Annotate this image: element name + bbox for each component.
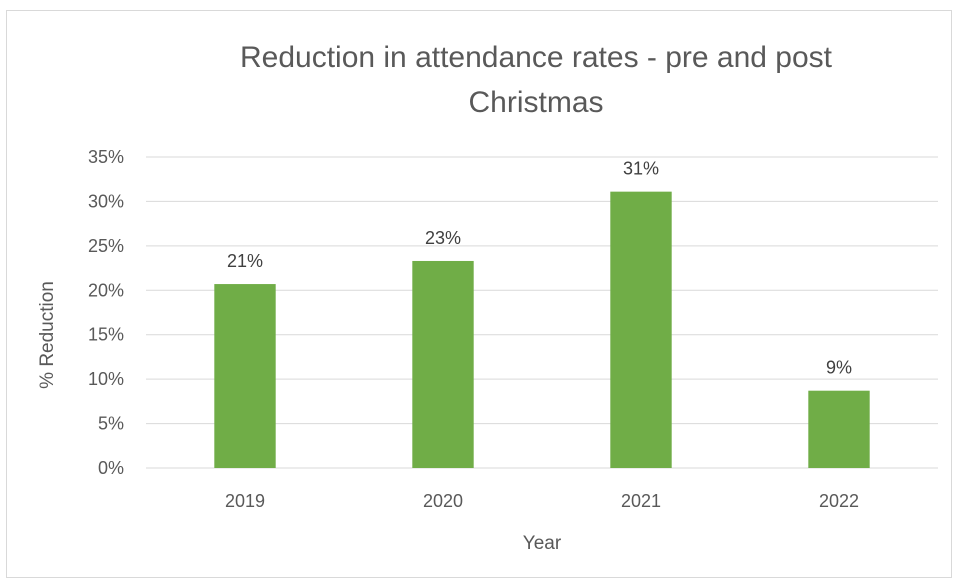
data-labels: 21% 23% 31% 9% xyxy=(227,159,852,378)
chart-frame xyxy=(6,10,952,578)
x-tick-label-2020: 2020 xyxy=(423,491,463,511)
y-tick-label: 25% xyxy=(88,236,124,256)
data-label-2019: 21% xyxy=(227,251,263,271)
bar-2022 xyxy=(808,390,870,468)
y-tick-label: 0% xyxy=(98,458,124,478)
data-label-2020: 23% xyxy=(425,228,461,248)
bars xyxy=(214,191,870,468)
bar-2021 xyxy=(610,191,672,468)
data-label-2021: 31% xyxy=(623,159,659,179)
y-tick-label: 15% xyxy=(88,325,124,345)
x-tick-label-2019: 2019 xyxy=(225,491,265,511)
y-tick-label: 20% xyxy=(88,280,124,300)
y-tick-label: 10% xyxy=(88,369,124,389)
bar-2019 xyxy=(214,284,276,468)
x-tick-label-2022: 2022 xyxy=(819,491,859,511)
bar-2020 xyxy=(412,260,474,468)
gridlines xyxy=(146,156,938,469)
chart-title-line-2: Christmas xyxy=(468,86,603,119)
y-tick-label: 35% xyxy=(88,147,124,167)
y-tick-label: 5% xyxy=(98,414,124,434)
x-axis-ticks: 2019 2020 2021 2022 xyxy=(225,491,859,511)
y-tick-label: 30% xyxy=(88,191,124,211)
data-label-2022: 9% xyxy=(826,358,852,378)
y-axis-ticks: 0% 5% 10% 15% 20% 25% 30% 35% xyxy=(88,147,124,478)
x-tick-label-2021: 2021 xyxy=(621,491,661,511)
x-axis-title: Year xyxy=(523,533,562,554)
y-axis-title: % Reduction xyxy=(37,281,58,389)
chart-title-line-1: Reduction in attendance rates - pre and … xyxy=(240,41,833,74)
